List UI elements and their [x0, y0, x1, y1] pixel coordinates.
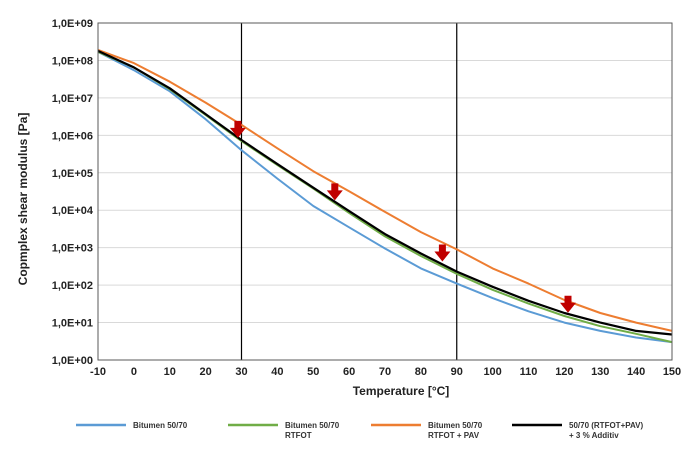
legend-label: Bitumen 50/70	[133, 421, 188, 430]
x-tick-label: 80	[415, 366, 427, 378]
arrows-layer	[229, 120, 576, 313]
y-tick-label: 1,0E+05	[52, 168, 93, 180]
y-tick-label: 1,0E+04	[52, 205, 94, 217]
down-arrow-icon	[229, 120, 246, 138]
x-tick-labels: -10 0 10 20 30 40 50 60 70 80 90 100 110 120 130 140 150	[90, 366, 681, 378]
x-tick-label: 140	[627, 366, 645, 378]
x-tick-label: 110	[520, 366, 538, 378]
x-tick-label: 70	[379, 366, 391, 378]
x-tick-label: 150	[663, 366, 681, 378]
y-tick-label: 1,0E+08	[52, 55, 93, 67]
legend: Bitumen 50/70 Bitumen 50/70 RTFOT Bitumen 5…	[76, 421, 644, 440]
y-tick-labels: 1,0E+00 1,0E+01 1,0E+02 1,0E+03 1,0E+04 1,0E+…	[52, 18, 94, 367]
x-tick-label: 90	[451, 366, 463, 378]
y-tick-label: 1,0E+07	[52, 93, 93, 105]
x-tick-label: 40	[271, 366, 283, 378]
x-tick-label: 30	[235, 366, 247, 378]
x-tick-label: 60	[343, 366, 355, 378]
series-line	[97, 49, 673, 336]
grid	[98, 22, 672, 361]
x-tick-label: 120	[555, 366, 573, 378]
y-tick-label: 1,0E+03	[52, 243, 93, 255]
x-tick-label: -10	[90, 366, 106, 378]
series-line	[97, 50, 673, 344]
x-tick-label: 50	[307, 366, 319, 378]
y-tick-label: 1,0E+01	[52, 318, 93, 330]
x-tick-label: 100	[483, 366, 501, 378]
x-axis-title: Temperature [°C]	[353, 384, 450, 398]
y-tick-label: 1,0E+09	[52, 18, 93, 30]
legend-label: 50/70 (RTFOT+PAV) + 3 % Additiv	[569, 421, 644, 440]
x-tick-label: 130	[591, 366, 609, 378]
y-tick-label: 1,0E+06	[52, 130, 93, 142]
y-axis-title: Copmplex shear modulus [Pa]	[16, 113, 30, 286]
x-tick-label: 0	[131, 366, 137, 378]
vertical-reference-lines	[240, 23, 458, 360]
down-arrow-icon	[560, 295, 576, 313]
x-tick-label: 20	[200, 366, 212, 378]
y-tick-label: 1,0E+02	[52, 280, 93, 292]
legend-label: Bitumen 50/70 RTFOT	[285, 421, 340, 440]
series-layer	[97, 49, 673, 344]
series-line	[97, 50, 673, 344]
series-line	[97, 49, 673, 332]
plot-frame	[97, 22, 673, 361]
down-arrow-icon	[326, 183, 343, 201]
legend-label: Bitumen 50/70 RTFOT + PAV	[428, 421, 483, 440]
x-tick-label: 10	[164, 366, 176, 378]
down-arrow-icon	[434, 244, 451, 262]
y-tick-label: 1,0E+00	[52, 355, 93, 367]
